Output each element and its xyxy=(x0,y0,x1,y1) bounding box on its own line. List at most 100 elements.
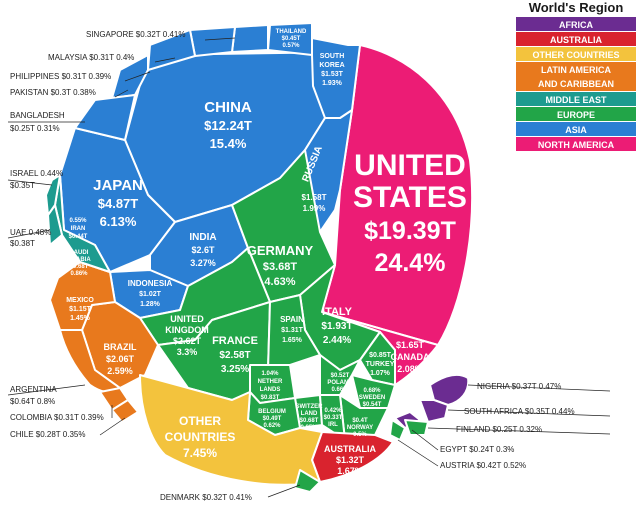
cell-israel xyxy=(45,174,61,216)
cell-label-line: AUSTRALIA xyxy=(324,444,376,454)
cell-label-thailand: THAILAND $0.45T 0.57% xyxy=(276,29,307,49)
legend-title: World's Region xyxy=(529,0,624,15)
cell-label-line: INDIA xyxy=(189,232,216,243)
cell-label-line: 2.44% xyxy=(323,335,351,346)
cell-label-line: 0.57% xyxy=(282,43,300,49)
cell-label-turkey: $0.85T TURKEY 1.07% xyxy=(366,352,395,377)
cell-label-line: UNITED xyxy=(354,149,466,182)
cell-label-line: TURKEY xyxy=(366,361,395,368)
cell-label-norway: $0.4T NORWAY 0.5% xyxy=(347,418,373,438)
cell-label-line: 0.85% xyxy=(300,425,318,431)
cell-denmark xyxy=(294,469,321,493)
legend-swatch-australia xyxy=(516,32,636,46)
callout-nigeria: NIGERIA $0.37T 0.47% xyxy=(477,382,561,391)
cell-sweden xyxy=(351,374,396,409)
cell-label-france: FRANCE $2.58T 3.25% xyxy=(212,335,258,375)
cell-label-line: LANDS xyxy=(260,387,281,393)
leader-nigeria xyxy=(467,384,611,392)
cell-label-line: $2.06T xyxy=(106,354,135,364)
legend-swatch-north-america xyxy=(516,137,636,151)
callout-argentina2: $0.64T 0.8% xyxy=(10,397,55,406)
cell-label-line: 7.45% xyxy=(183,446,217,460)
legend-swatch-middle-east xyxy=(516,92,636,106)
cell-label-line: CHINA xyxy=(204,99,252,116)
cell-south-korea xyxy=(311,37,361,119)
cell-label-line: 0.55% xyxy=(69,218,87,224)
callout-philippines: PHILIPPINES $0.31T 0.39% xyxy=(10,72,111,81)
legend-label-australia: AUSTRALIA xyxy=(550,35,602,45)
legend-label-asia: ASIA xyxy=(565,125,587,135)
cell-label-other: OTHER COUNTRIES 7.45% xyxy=(165,414,236,460)
legend-label-middle-east: MIDDLE EAST xyxy=(545,95,607,105)
callout-singapore: SINGAPORE $0.32T 0.41% xyxy=(86,30,185,39)
cell-label-line: $0.85T xyxy=(369,352,392,359)
legend-swatch-latin-america-and-caribbean xyxy=(516,62,636,91)
cell-label-line: 1.99% xyxy=(303,204,326,213)
cell-label-line: $0.45T xyxy=(282,36,301,42)
cell-label-line: $4.87T xyxy=(98,196,139,211)
cell-label-line: 3.27% xyxy=(190,258,216,268)
cell-label-line: ITALY xyxy=(322,306,353,318)
cell-label-line: CANADA xyxy=(391,352,430,362)
cell-label-line: SPAIN xyxy=(280,315,304,324)
cell-label-line: KINGDOM xyxy=(165,325,209,335)
callout-uae2: $0.38T xyxy=(10,239,35,248)
cell-label-line: SAUDI xyxy=(70,250,89,256)
cell-label-uk: UNITED KINGDOM $2.62T 3.3% xyxy=(165,314,209,357)
cell-label-iran: 0.55% IRAN $0.44T xyxy=(69,218,88,240)
leader-philippines xyxy=(124,71,151,82)
cell-label-line: UNITED xyxy=(170,314,204,324)
cell-label-russia-val: $1.58T 1.99% xyxy=(302,193,327,213)
cell-label-line: $0.52T xyxy=(331,373,350,379)
cell-label-belgium: BELGIUM $0.49T 0.62% xyxy=(258,409,286,429)
leader-austria xyxy=(397,439,439,467)
cell-label-line: 2.59% xyxy=(107,366,133,376)
callout-southafrica: SOUTH AFRICA $0.35T 0.44% xyxy=(464,407,575,416)
legend-label-other-countries: OTHER COUNTRIES xyxy=(532,50,619,60)
cell-label-line: $1.53T xyxy=(321,71,344,78)
cell-label-line: 1.04% xyxy=(261,371,279,377)
cell-label-mexico: MEXICO $1.15T 1.45% xyxy=(66,297,94,322)
cell-label-line: $1.15T xyxy=(69,306,92,313)
cell-label-line: $3.68T xyxy=(263,261,298,273)
cell-label-line: ARABIA xyxy=(67,257,91,263)
leader-egypt xyxy=(411,429,439,451)
leader-singapore xyxy=(204,37,236,41)
cell-label-line: $19.39T xyxy=(364,217,456,245)
legend-swatch-africa xyxy=(516,17,636,31)
cell-label-line: COUNTRIES xyxy=(165,430,236,444)
cell-label-spain: SPAIN $1.31T 1.65% xyxy=(280,315,304,344)
cell-label-sweden: 0.68% SWEDEN $0.54T xyxy=(359,388,385,408)
cell-label-line: 4.63% xyxy=(264,276,295,288)
legend-label-africa: AFRICA xyxy=(559,20,593,30)
cell-label-line: $1.02T xyxy=(139,291,162,298)
cell-label-germany: GERMANY $3.68T 4.63% xyxy=(247,243,314,288)
cell-label-line: 1.07% xyxy=(370,370,391,377)
cell-label-indonesia: INDONESIA $1.02T 1.28% xyxy=(128,279,173,308)
cell-other-countries xyxy=(139,374,323,486)
callout-argentina1: ARGENTINA xyxy=(10,385,57,394)
cell-label-line: 0.5% xyxy=(353,432,367,438)
cell-pakistan xyxy=(111,54,149,99)
legend-label-north-america: NORTH AMERICA xyxy=(538,140,615,150)
cell-label-line: $0.33T xyxy=(324,415,343,421)
cell-label-canada: $1.65T CANADA 2.08% xyxy=(391,340,430,374)
cell-label-line: 1.28% xyxy=(140,301,161,308)
cell-label-line: $1.93T xyxy=(321,321,352,332)
legend-swatch-asia xyxy=(516,122,636,136)
region-cells xyxy=(45,22,474,493)
leader-denmark xyxy=(267,484,301,498)
callout-labels: SINGAPORE $0.32T 0.41% MALAYSIA $0.31T 0.… xyxy=(10,30,575,502)
cell-label-line: SOUTH xyxy=(320,53,345,60)
callout-chile: CHILE $0.28T 0.35% xyxy=(10,430,85,439)
cell-label-line: $1.65T xyxy=(396,340,425,350)
cell-label-line: $0.44T xyxy=(69,234,88,240)
cell-south-africa xyxy=(419,399,449,423)
cell-label-line: 0.42% xyxy=(324,408,342,414)
cell-turkey xyxy=(359,331,396,386)
cell-austria xyxy=(389,419,406,441)
cell-label-line: 0.62% xyxy=(263,423,281,429)
cell-label-line: JAPAN xyxy=(93,177,143,194)
cell-label-china: CHINA $12.24T 15.4% xyxy=(204,99,252,151)
cell-label-line: NETHER xyxy=(258,379,283,385)
